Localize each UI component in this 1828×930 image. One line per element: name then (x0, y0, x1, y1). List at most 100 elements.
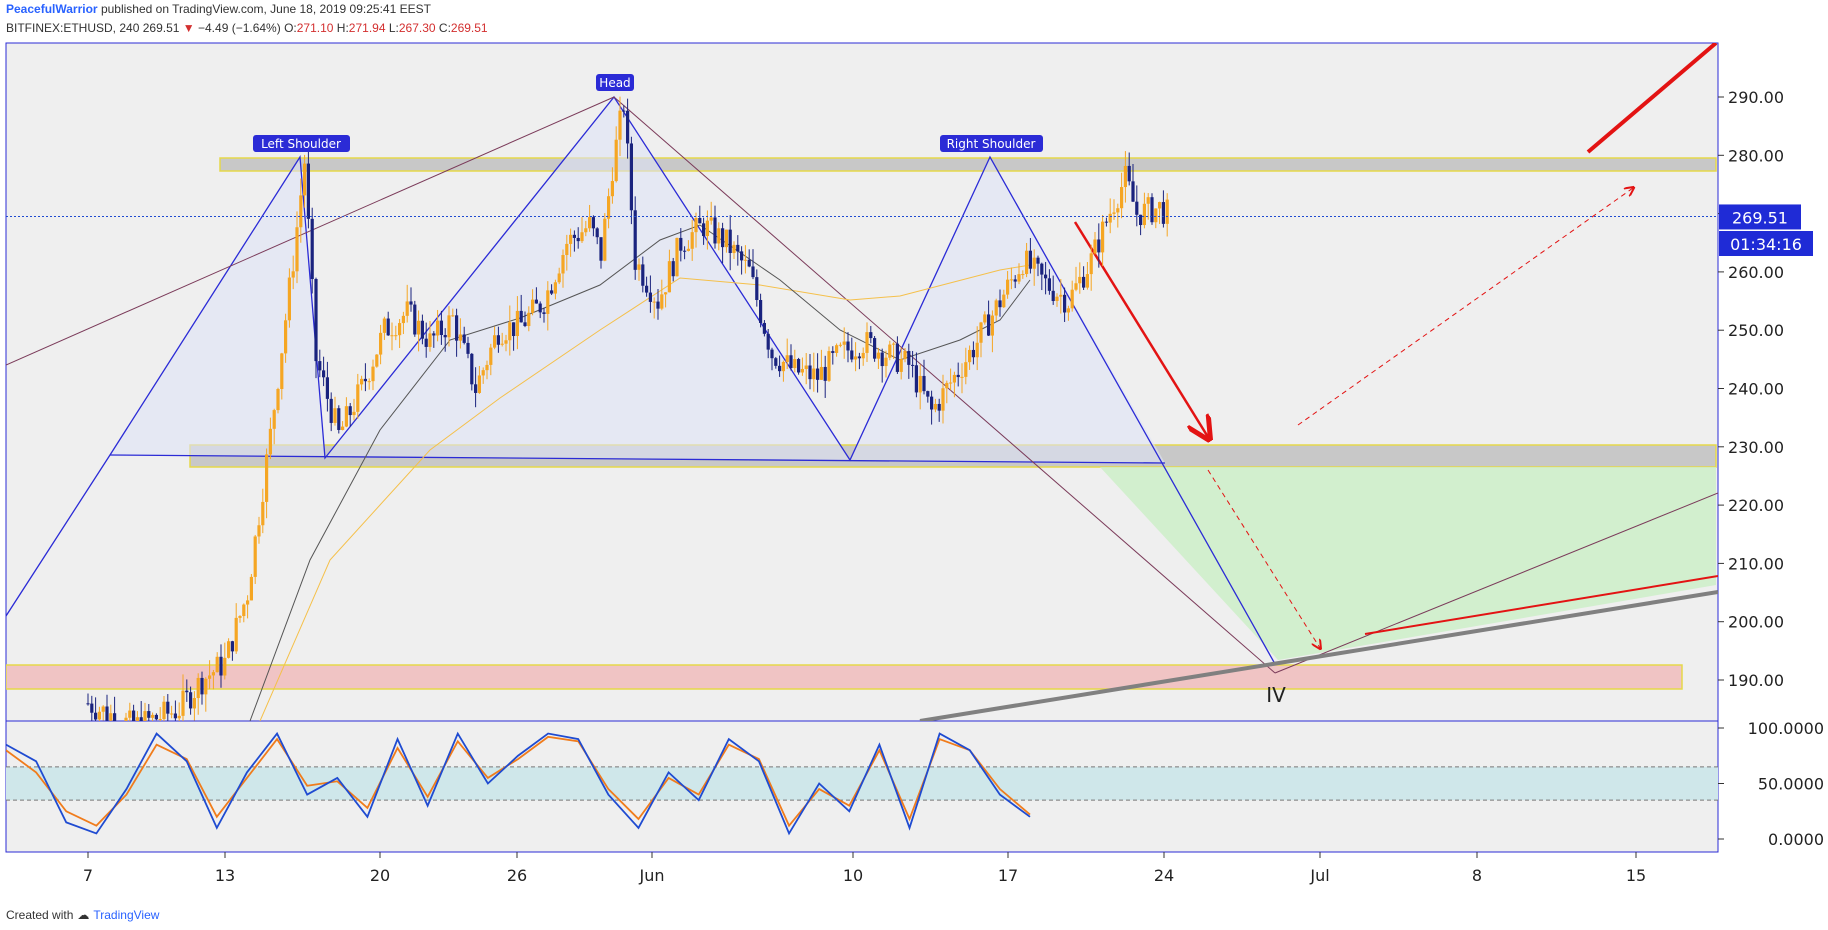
candle-body[interactable] (166, 701, 170, 714)
candle-body[interactable] (253, 536, 257, 577)
candle-body[interactable] (257, 525, 261, 537)
candle-body[interactable] (713, 217, 717, 244)
candle-body[interactable] (367, 381, 371, 383)
candle-body[interactable] (158, 718, 162, 720)
candle-body[interactable] (1059, 294, 1063, 297)
candle-body[interactable] (105, 706, 109, 721)
candle-body[interactable] (230, 641, 234, 652)
resistance-zone[interactable] (219, 157, 1717, 172)
candle-body[interactable] (633, 210, 637, 270)
candle-body[interactable] (933, 403, 937, 410)
candles[interactable] (86, 96, 1169, 747)
candle-body[interactable] (667, 261, 671, 293)
candle-body[interactable] (512, 322, 516, 337)
candle-body[interactable] (683, 250, 687, 252)
candle-body[interactable] (485, 364, 489, 371)
candle-body[interactable] (1017, 274, 1021, 282)
projection-down[interactable] (1207, 469, 1320, 648)
candle-body[interactable] (914, 365, 918, 393)
candle-body[interactable] (474, 384, 478, 393)
candle-body[interactable] (360, 378, 364, 385)
tradingview-link[interactable]: TradingView (93, 908, 160, 922)
candle-body[interactable] (458, 334, 462, 341)
candle-body[interactable] (135, 717, 139, 725)
candle-body[interactable] (599, 237, 603, 261)
candle-body[interactable] (778, 365, 782, 372)
candle-body[interactable] (272, 410, 276, 429)
candle-body[interactable] (994, 300, 998, 316)
candle-body[interactable] (576, 237, 580, 242)
candle-body[interactable] (196, 677, 200, 699)
candle-body[interactable] (1104, 221, 1108, 223)
candle-body[interactable] (1028, 250, 1032, 269)
candle-body[interactable] (379, 332, 383, 355)
candle-body[interactable] (675, 237, 679, 277)
candle-body[interactable] (911, 364, 915, 366)
candle-body[interactable] (694, 217, 698, 233)
candle-body[interactable] (356, 384, 360, 412)
candle-body[interactable] (375, 354, 379, 367)
candle-body[interactable] (774, 358, 778, 366)
candle-body[interactable] (861, 352, 865, 359)
down-arrow[interactable] (1073, 221, 1208, 437)
candle-body[interactable] (185, 690, 189, 693)
candle-body[interactable] (519, 310, 523, 323)
candle-body[interactable] (876, 352, 880, 359)
candle-body[interactable] (641, 264, 645, 286)
candle-body[interactable] (173, 713, 177, 719)
candle-body[interactable] (189, 692, 193, 709)
candle-body[interactable] (493, 335, 497, 348)
candle-body[interactable] (1142, 203, 1146, 226)
candle-body[interactable] (990, 315, 994, 336)
candle-body[interactable] (645, 285, 649, 293)
candle-body[interactable] (550, 290, 554, 294)
candle-body[interactable] (842, 341, 846, 345)
candle-body[interactable] (1131, 181, 1135, 202)
candle-body[interactable] (846, 341, 850, 351)
candle-body[interactable] (607, 196, 611, 219)
candle-body[interactable] (515, 310, 519, 337)
candle-body[interactable] (390, 335, 394, 337)
candle-body[interactable] (816, 368, 820, 380)
breakout-arrow[interactable] (1586, 43, 1718, 154)
candle-body[interactable] (208, 675, 212, 679)
candle-body[interactable] (895, 343, 899, 372)
candle-body[interactable] (1127, 165, 1131, 182)
candle-body[interactable] (789, 355, 793, 369)
candle-body[interactable] (565, 243, 569, 256)
candle-body[interactable] (1074, 283, 1078, 290)
candle-body[interactable] (466, 342, 470, 354)
candle-body[interactable] (869, 332, 873, 339)
candle-body[interactable] (1044, 274, 1048, 279)
candle-body[interactable] (736, 244, 740, 252)
candle-body[interactable] (227, 641, 231, 658)
candle-body[interactable] (998, 300, 1002, 308)
candle-body[interactable] (531, 299, 535, 313)
candle-body[interactable] (1078, 276, 1082, 284)
candle-body[interactable] (504, 340, 508, 344)
candle-body[interactable] (462, 334, 466, 343)
candle-body[interactable] (287, 277, 291, 321)
candle-body[interactable] (371, 366, 375, 382)
candle-body[interactable] (314, 278, 318, 362)
candle-body[interactable] (1013, 279, 1017, 282)
candle-body[interactable] (800, 368, 804, 373)
gray-trendline[interactable] (919, 590, 1718, 721)
candle-body[interactable] (561, 255, 565, 274)
candle-body[interactable] (770, 349, 774, 359)
candle-body[interactable] (1165, 199, 1169, 224)
candle-body[interactable] (903, 350, 907, 359)
candle-body[interactable] (1139, 214, 1143, 226)
candle-body[interactable] (94, 712, 98, 720)
candle-body[interactable] (819, 366, 823, 380)
candle-body[interactable] (211, 672, 215, 676)
candle-body[interactable] (246, 600, 250, 605)
candle-body[interactable] (838, 344, 842, 346)
annotation-head[interactable]: Head (596, 74, 634, 91)
candle-body[interactable] (827, 351, 831, 381)
candle-body[interactable] (1009, 279, 1013, 281)
candle-body[interactable] (242, 604, 246, 617)
candle-body[interactable] (797, 359, 801, 373)
candle-body[interactable] (595, 228, 599, 238)
candle-body[interactable] (500, 343, 504, 345)
